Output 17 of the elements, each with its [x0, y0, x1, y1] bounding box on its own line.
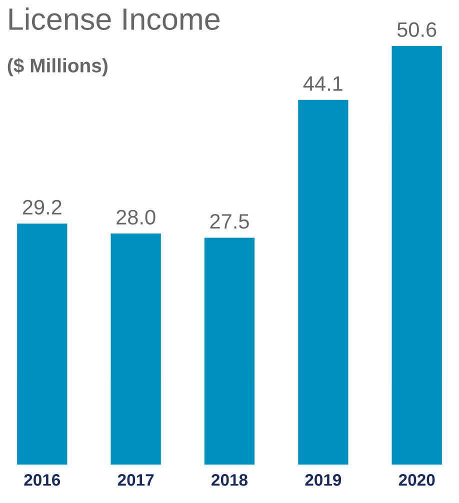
- bar: [203, 236, 256, 466]
- x-tick-label: 2018: [212, 474, 248, 486]
- data-label: 44.1: [303, 76, 342, 91]
- x-tick-label: 2017: [118, 474, 154, 486]
- data-label: 29.2: [22, 200, 62, 215]
- data-label: 28.0: [116, 210, 156, 225]
- bar: [296, 98, 350, 466]
- bar: [109, 232, 162, 466]
- x-tick-label: 2016: [24, 474, 60, 486]
- data-label: 50.6: [397, 22, 436, 37]
- x-tick-label: 2020: [398, 474, 435, 486]
- data-label: 27.5: [210, 214, 249, 229]
- chart-title: License Income: [9, 8, 220, 30]
- text: ($ Millions): [8, 58, 108, 76]
- x-tick-label: 2019: [305, 474, 342, 486]
- bar: [16, 222, 69, 466]
- bar: [390, 45, 444, 466]
